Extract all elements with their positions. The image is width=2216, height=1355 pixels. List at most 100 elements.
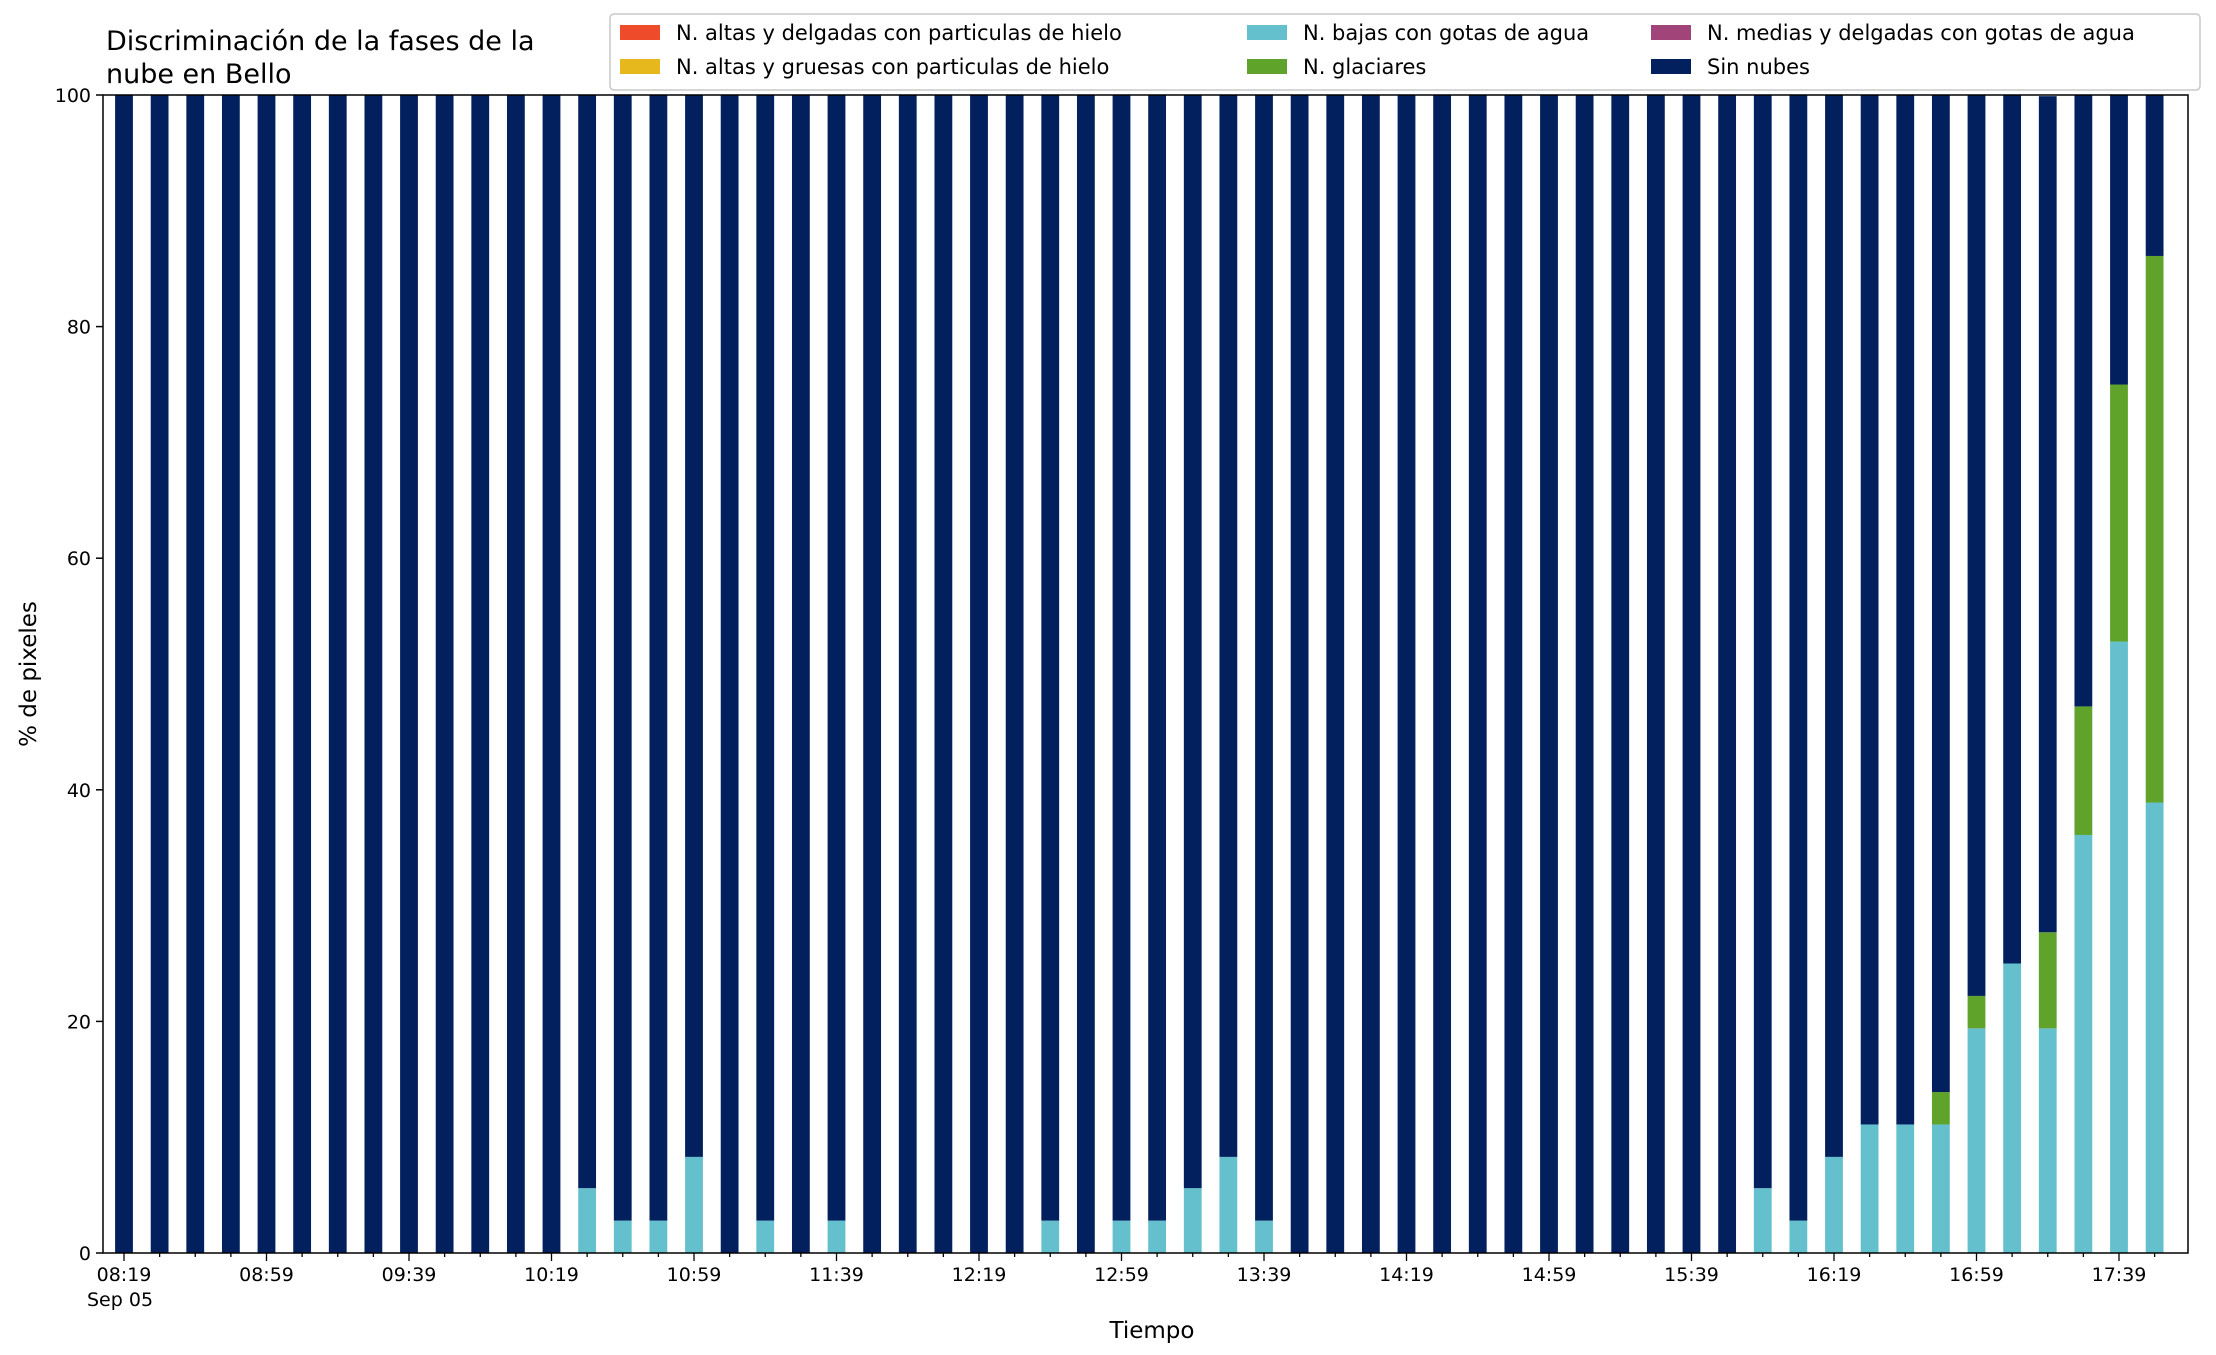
bar-43-series-5: [1646, 95, 1665, 1253]
bar-20-series-5: [827, 95, 846, 1221]
bar-42-series-5: [1611, 95, 1630, 1253]
x-tick-label-7: 12:59: [1094, 1264, 1149, 1286]
bar-48-series-5: [1825, 95, 1843, 1157]
bar-9-series-5: [435, 95, 454, 1253]
bar-55-series-5: [2074, 95, 2093, 707]
x-tick-label-2: 09:39: [382, 1264, 437, 1286]
bar-37-series-5: [1433, 95, 1452, 1253]
bar-26-series-2: [1041, 1220, 1060, 1253]
bar-11-series-5: [506, 95, 525, 1253]
bar-26-series-5: [1041, 95, 1060, 1221]
bar-51-series-5: [1931, 95, 1950, 1093]
bar-6-series-5: [328, 95, 347, 1253]
bar-39-series-5: [1504, 95, 1523, 1253]
bar-28-series-5: [1112, 95, 1131, 1221]
bar-45-series-5: [1718, 95, 1737, 1253]
bar-30-series-2: [1183, 1188, 1202, 1253]
bar-40-series-5: [1540, 95, 1558, 1253]
y-axis-label: % de pixeles: [16, 601, 42, 747]
bar-21-series-5: [863, 95, 882, 1253]
bar-50-series-5: [1896, 95, 1915, 1125]
bar-55-series-2: [2074, 834, 2093, 1253]
x-tick-label-5: 11:39: [809, 1264, 864, 1286]
bar-23-series-5: [934, 95, 953, 1253]
bar-33-series-5: [1290, 95, 1309, 1253]
bar-54-series-3: [2038, 932, 2057, 1029]
bar-14-series-5: [613, 95, 632, 1221]
bar-24-series-5: [970, 95, 988, 1253]
x-tick-label-10: 14:59: [1522, 1264, 1577, 1286]
bar-44-series-5: [1682, 95, 1701, 1253]
bar-4-series-5: [257, 95, 276, 1253]
x-tick-label-12: 16:19: [1807, 1264, 1862, 1286]
bar-51-series-3: [1931, 1092, 1950, 1125]
bar-53-series-2: [2003, 963, 2022, 1253]
bar-41-series-5: [1575, 95, 1594, 1253]
chart-title-line1: Discriminación de la fases de la: [106, 26, 535, 57]
x-tick-label-1: 08:59: [239, 1264, 294, 1286]
x-tick-label-14: 17:39: [2092, 1264, 2147, 1286]
bar-57-series-5: [2145, 95, 2164, 256]
bar-36-series-5: [1397, 95, 1416, 1253]
bar-48-series-2: [1825, 1156, 1843, 1253]
bar-29-series-2: [1148, 1220, 1167, 1253]
legend-swatch-4: [1651, 25, 1691, 40]
bar-15-series-2: [649, 1220, 668, 1253]
bar-32-series-5: [1255, 95, 1273, 1221]
x-tick-label-6: 12:19: [952, 1264, 1007, 1286]
bar-27-series-5: [1076, 95, 1095, 1253]
legend-frame: [609, 13, 2201, 91]
bar-16-series-2: [685, 1156, 703, 1253]
bar-13-series-2: [578, 1188, 597, 1253]
bar-3-series-5: [221, 95, 240, 1253]
x-axis-label: Tiempo: [1109, 1318, 1195, 1344]
bar-52-series-3: [1967, 995, 1986, 1029]
legend-swatch-2: [1247, 25, 1287, 40]
legend: N. altas y delgadas con particulas de hi…: [609, 13, 2201, 91]
y-tick-label-0: 0: [79, 1243, 91, 1265]
bar-20-series-2: [827, 1220, 846, 1253]
bar-34-series-5: [1326, 95, 1345, 1253]
legend-label-5: Sin nubes: [1707, 55, 1810, 79]
bar-16-series-5: [685, 95, 703, 1157]
bar-15-series-5: [649, 95, 668, 1221]
bar-17-series-5: [720, 95, 739, 1253]
bar-28-series-2: [1112, 1220, 1131, 1253]
legend-label-2: N. bajas con gotas de agua: [1303, 21, 1589, 45]
y-tick-label-4: 80: [67, 317, 91, 339]
bar-57-series-3: [2145, 255, 2164, 803]
bar-53-series-5: [2003, 95, 2022, 964]
legend-label-0: N. altas y delgadas con particulas de hi…: [676, 21, 1122, 45]
bar-49-series-2: [1860, 1124, 1879, 1253]
bar-12-series-5: [542, 95, 561, 1253]
y-tick-label-3: 60: [67, 548, 91, 570]
bar-2-series-5: [186, 95, 205, 1253]
bar-57-series-2: [2145, 802, 2164, 1253]
bar-46-series-2: [1753, 1188, 1772, 1253]
bar-0-series-5: [115, 95, 133, 1253]
bar-46-series-5: [1753, 95, 1772, 1189]
bar-18-series-2: [756, 1220, 775, 1253]
bar-56-series-5: [2110, 95, 2128, 385]
bar-32-series-2: [1255, 1220, 1273, 1253]
bar-7-series-5: [364, 95, 383, 1253]
y-tick-label-5: 100: [55, 85, 91, 107]
x-tick-label-3: 10:19: [524, 1264, 579, 1286]
legend-swatch-0: [620, 25, 660, 40]
bar-5-series-5: [293, 95, 312, 1253]
bar-35-series-5: [1361, 95, 1380, 1253]
bar-38-series-5: [1468, 95, 1487, 1253]
x-axis: 08:19 08:59 09:39 10:19 10:59 11:39 12:19 12:59…: [97, 1253, 2156, 1286]
x-tick-label-4: 10:59: [667, 1264, 722, 1286]
legend-label-3: N. glaciares: [1303, 55, 1426, 79]
x-tick-label-8: 13:39: [1237, 1264, 1292, 1286]
plot-frame: [102, 94, 2189, 1254]
bar-56-series-2: [2110, 641, 2128, 1253]
bar-1-series-5: [150, 95, 169, 1253]
bar-14-series-2: [613, 1220, 632, 1253]
legend-swatch-5: [1651, 59, 1691, 74]
bar-51-series-2: [1931, 1124, 1950, 1253]
bar-22-series-5: [898, 95, 917, 1253]
bar-54-series-2: [2038, 1028, 2057, 1253]
